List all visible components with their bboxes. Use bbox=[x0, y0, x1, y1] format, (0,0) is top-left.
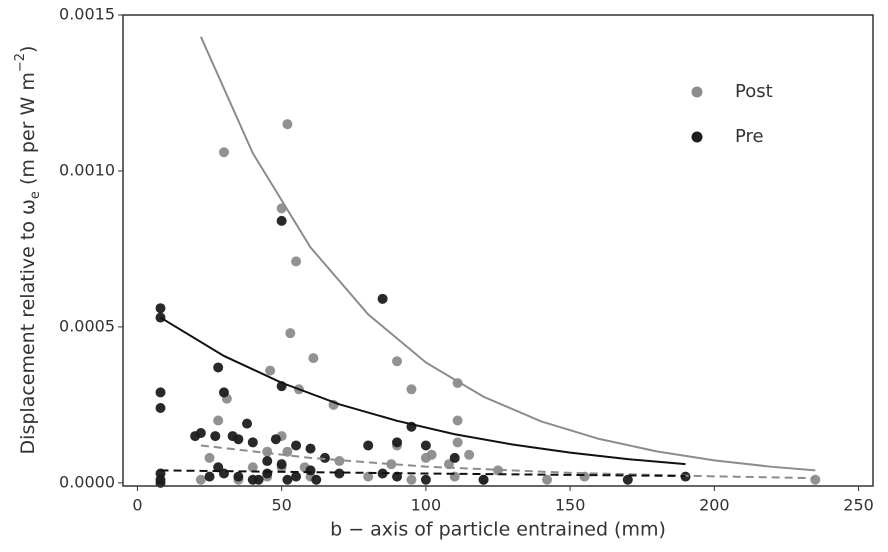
y-axis-label-part: −2 bbox=[13, 53, 28, 72]
x-tick-label: 100 bbox=[411, 496, 442, 515]
fit-line bbox=[159, 316, 686, 466]
y-axis-label-part: ) bbox=[17, 46, 39, 53]
point bbox=[386, 459, 397, 470]
point bbox=[247, 437, 258, 448]
fit-line bbox=[200, 444, 816, 480]
point bbox=[449, 452, 460, 463]
point bbox=[262, 446, 273, 457]
point bbox=[311, 474, 322, 485]
fit-line bbox=[160, 469, 686, 478]
point bbox=[452, 437, 463, 448]
point bbox=[420, 440, 431, 451]
point bbox=[285, 328, 296, 339]
point bbox=[276, 215, 287, 226]
point bbox=[270, 434, 281, 445]
point bbox=[155, 303, 166, 314]
point bbox=[392, 437, 403, 448]
point bbox=[233, 434, 244, 445]
point bbox=[213, 362, 224, 373]
point bbox=[478, 474, 489, 485]
point bbox=[810, 474, 821, 485]
point bbox=[233, 471, 244, 482]
point bbox=[218, 468, 229, 479]
y-axis-label-part: Displacement relative to ω bbox=[17, 199, 39, 454]
point bbox=[204, 471, 215, 482]
legend-label: Post bbox=[735, 81, 773, 102]
point bbox=[242, 418, 253, 429]
point bbox=[282, 474, 293, 485]
point bbox=[262, 468, 273, 479]
point bbox=[420, 474, 431, 485]
fit-line bbox=[199, 36, 816, 472]
point bbox=[452, 415, 463, 426]
point bbox=[392, 356, 403, 367]
x-tick-label: 250 bbox=[843, 496, 874, 515]
point bbox=[210, 431, 221, 442]
y-axis-label-part: e bbox=[28, 191, 43, 199]
point bbox=[493, 465, 503, 476]
y-tick-label: 0.0000 bbox=[59, 472, 115, 491]
point bbox=[406, 384, 417, 395]
legend-marker bbox=[691, 86, 703, 98]
point bbox=[464, 449, 475, 460]
x-tick-label: 50 bbox=[271, 496, 291, 515]
point bbox=[291, 471, 302, 482]
point bbox=[377, 293, 388, 304]
point bbox=[262, 456, 273, 467]
point bbox=[305, 465, 316, 476]
point bbox=[363, 440, 374, 451]
point bbox=[319, 452, 330, 463]
point bbox=[155, 403, 166, 414]
x-axis-label: b − axis of particle entrained (mm) bbox=[330, 519, 666, 541]
x-tick-label: 150 bbox=[555, 496, 586, 515]
x-tick-label: 0 bbox=[132, 496, 142, 515]
point bbox=[253, 474, 264, 485]
y-axis-label: Displacement relative to ωe (m per W m−2… bbox=[13, 46, 43, 455]
point bbox=[213, 415, 224, 426]
point bbox=[622, 474, 633, 485]
point bbox=[282, 119, 293, 130]
point bbox=[406, 474, 417, 485]
y-tick-label: 0.0005 bbox=[59, 316, 115, 335]
point bbox=[291, 440, 302, 451]
point bbox=[305, 443, 316, 454]
y-tick-label: 0.0015 bbox=[59, 5, 115, 24]
y-axis-label-part: (m per W m bbox=[17, 72, 39, 191]
legend-marker bbox=[691, 131, 703, 143]
point bbox=[291, 256, 302, 267]
point bbox=[195, 427, 206, 438]
point bbox=[265, 365, 276, 376]
point bbox=[247, 462, 258, 473]
point bbox=[426, 449, 437, 460]
point bbox=[276, 459, 287, 470]
point bbox=[204, 452, 215, 463]
x-tick-label: 200 bbox=[699, 496, 730, 515]
point bbox=[218, 387, 229, 398]
y-tick-label: 0.0010 bbox=[59, 160, 115, 179]
point bbox=[218, 147, 229, 158]
point bbox=[363, 471, 374, 482]
point bbox=[195, 474, 206, 485]
legend-label: Pre bbox=[735, 126, 764, 147]
point bbox=[542, 474, 553, 485]
point bbox=[155, 387, 166, 398]
plot-frame bbox=[122, 14, 874, 487]
point bbox=[308, 353, 319, 364]
point bbox=[334, 468, 345, 479]
point bbox=[334, 456, 345, 467]
